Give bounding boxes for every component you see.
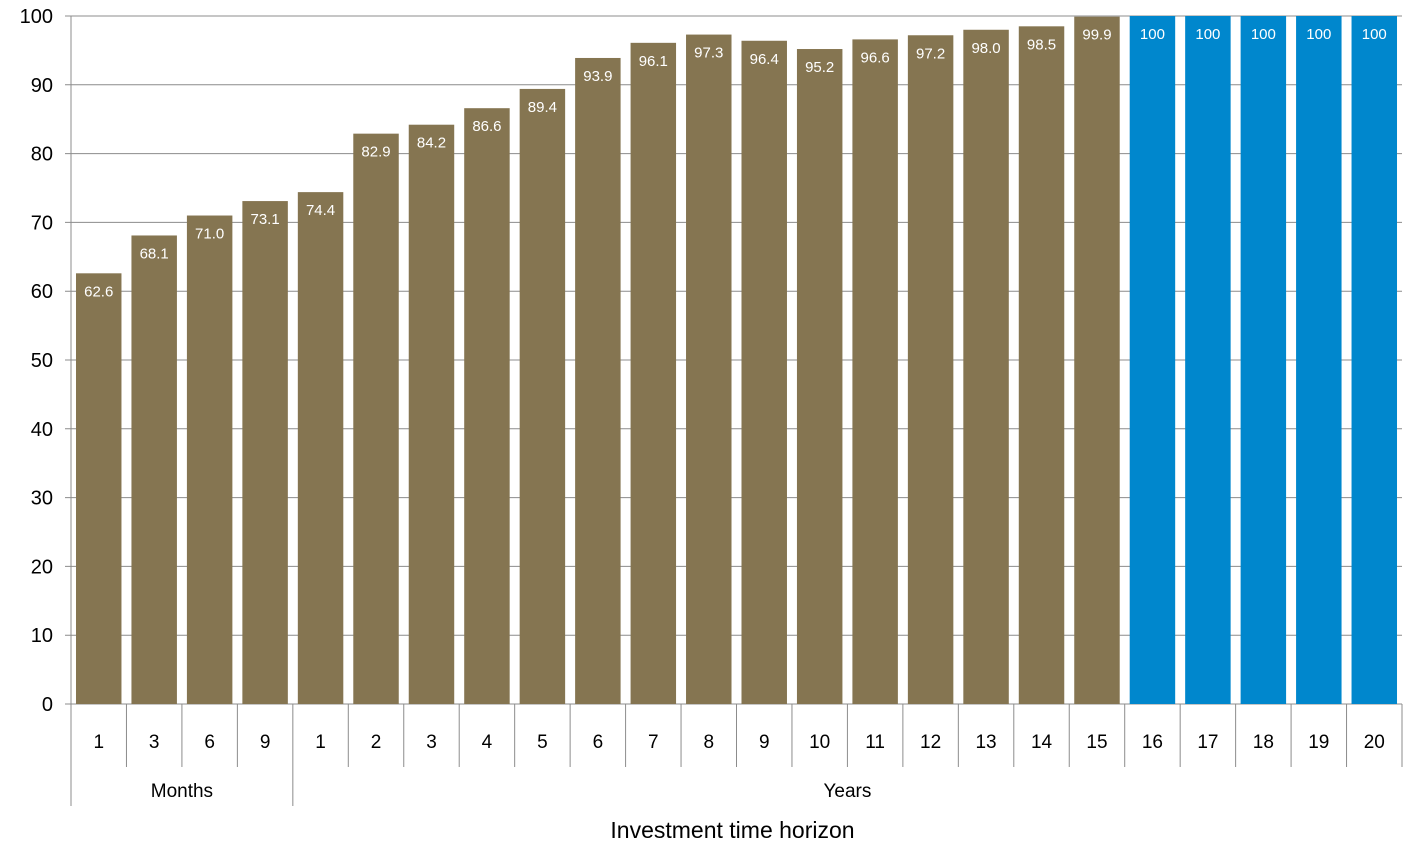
bar: [1185, 16, 1231, 704]
y-tick-label: 20: [31, 556, 53, 578]
data-label: 74.4: [306, 202, 335, 219]
data-label: 100: [1251, 26, 1276, 43]
category-label: 14: [1031, 732, 1053, 753]
bar: [242, 201, 288, 704]
category-label: 11: [865, 732, 885, 753]
data-labels: 62.6 68.1 71.0 73.1 74.4 82.9 84.2 86.6 89.4 93.9…: [84, 26, 1387, 300]
data-label: 96.4: [750, 51, 779, 68]
bar: [297, 192, 344, 705]
category-label: 12: [920, 732, 941, 753]
data-label: 73.1: [251, 211, 280, 228]
category-label: 13: [975, 732, 996, 753]
data-label: 86.6: [472, 118, 501, 135]
category-label: 9: [759, 732, 770, 753]
bar: [519, 88, 566, 705]
data-label: 71.0: [195, 226, 224, 243]
category-label: 18: [1253, 732, 1274, 753]
bar: [796, 49, 843, 705]
y-tick-label: 0: [42, 694, 53, 716]
bar: [1240, 16, 1287, 704]
category-label: 6: [593, 732, 604, 753]
y-tick-label: 100: [20, 6, 53, 28]
data-label: 100: [1195, 26, 1220, 43]
x-axis-title: Investment time horizon: [610, 817, 854, 843]
category-label: 15: [1086, 732, 1107, 753]
category-label: 1: [315, 732, 326, 753]
bar: [963, 29, 1009, 704]
bar: [408, 124, 455, 705]
category-label: 19: [1308, 732, 1329, 753]
category-label: 3: [426, 732, 437, 753]
category-label: 17: [1197, 732, 1218, 753]
data-label: 93.9: [583, 68, 612, 85]
y-tick-label: 40: [31, 419, 53, 441]
y-tick-label: 90: [31, 75, 53, 97]
data-label: 62.6: [84, 283, 113, 300]
y-tick-label: 10: [31, 625, 53, 647]
bar: [1296, 16, 1342, 704]
bar: [907, 35, 954, 705]
bar: [75, 273, 122, 704]
category-label: 8: [703, 732, 714, 753]
category-label: 6: [204, 732, 215, 753]
category-label: 3: [149, 732, 160, 753]
bar: [1074, 16, 1120, 705]
y-tick-label: 60: [31, 281, 53, 303]
category-label: 16: [1142, 732, 1163, 753]
y-tick-label: 80: [31, 144, 53, 166]
data-label: 97.3: [694, 45, 723, 62]
bar: [575, 57, 621, 704]
y-tick-label: 70: [31, 212, 53, 234]
data-label: 97.2: [916, 45, 945, 62]
x-axis: 1 3 6 9 1 2 3 4 5 6 7 8 9 10 11 12 13 14 15 16 17 18 19 20Month…: [70, 704, 1403, 806]
category-label: 20: [1364, 732, 1385, 753]
group-label: Months: [151, 781, 213, 802]
category-label: 5: [537, 732, 548, 753]
data-label: 89.4: [528, 99, 557, 116]
data-label: 100: [1362, 26, 1387, 43]
bar: [186, 215, 233, 704]
bar: [1129, 16, 1176, 704]
y-tick-label: 50: [31, 350, 53, 372]
bar: [852, 39, 898, 705]
data-label: 99.9: [1082, 27, 1111, 44]
data-label: 98.0: [971, 40, 1000, 57]
category-label: 2: [371, 732, 382, 753]
data-label: 98.5: [1027, 36, 1056, 53]
data-label: 100: [1140, 26, 1165, 43]
bar: [686, 34, 732, 705]
bar: [1351, 16, 1398, 704]
data-label: 95.2: [805, 59, 834, 76]
data-label: 68.1: [140, 245, 169, 262]
bars: [75, 16, 1398, 705]
y-tick-label: 30: [31, 488, 53, 510]
category-label: 10: [809, 732, 830, 753]
data-label: 100: [1306, 26, 1331, 43]
category-label: 4: [482, 732, 493, 753]
group-label: Years: [823, 781, 871, 802]
bar: [1018, 26, 1065, 704]
bar: [353, 133, 399, 704]
category-label: 1: [93, 732, 104, 753]
category-label: 7: [648, 732, 659, 753]
y-axis-ticks: 0 10 20 30 40 50 60 70 80 90 100: [20, 6, 53, 716]
data-label: 96.1: [639, 53, 668, 70]
bar: [464, 108, 510, 704]
data-label: 82.9: [361, 144, 390, 161]
data-label: 96.6: [861, 49, 890, 66]
bar: [630, 42, 677, 704]
category-label: 9: [260, 732, 271, 753]
bar: [741, 40, 787, 704]
data-label: 84.2: [417, 135, 446, 152]
bar: [131, 235, 177, 705]
